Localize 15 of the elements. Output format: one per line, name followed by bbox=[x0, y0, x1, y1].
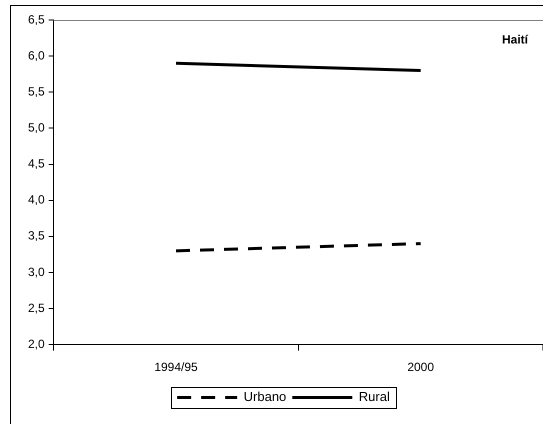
y-tick-label: 6,5 bbox=[28, 12, 45, 26]
y-tick-label: 5,0 bbox=[28, 120, 45, 135]
y-tick-label: 2,0 bbox=[28, 336, 45, 351]
legend-label: Urbano bbox=[244, 389, 286, 404]
y-tick-label: 3,5 bbox=[28, 228, 45, 243]
y-tick-label: 2,5 bbox=[28, 300, 45, 315]
legend-label: Rural bbox=[358, 389, 390, 404]
y-tick-label: 5,5 bbox=[28, 84, 45, 98]
y-tick-label: 4,5 bbox=[28, 156, 45, 171]
y-tick-label: 4,0 bbox=[28, 192, 45, 207]
x-tick-label: 2000 bbox=[407, 360, 434, 374]
x-tick-label: 1994/95 bbox=[154, 360, 198, 374]
y-tick-label: 6,0 bbox=[28, 48, 45, 62]
y-tick-label: 3,0 bbox=[28, 264, 45, 279]
text: Haití bbox=[502, 32, 529, 46]
